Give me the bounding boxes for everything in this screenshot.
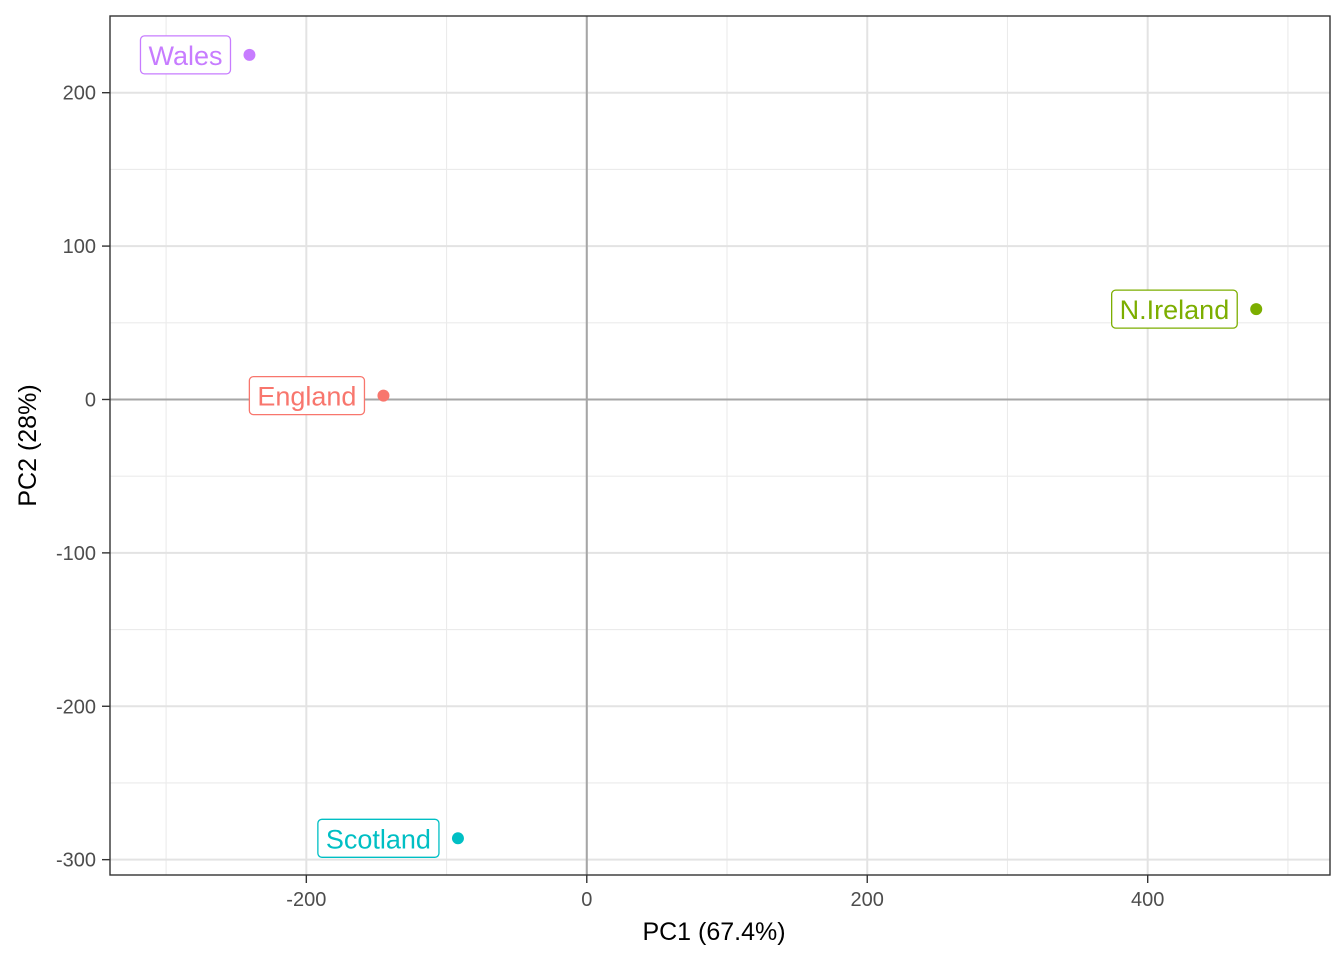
label-box-border [317,818,440,858]
point-labels: England N.Ireland Scotland Wales [139,35,1238,858]
y-tick-label: -200 [56,696,96,718]
y-tick-label: 0 [85,389,96,411]
label-box-border [1111,289,1238,329]
y-tick-label: -100 [56,543,96,565]
label-box-border [139,35,232,75]
major-gridlines [110,16,1330,875]
y-axis-title: PC2 (28%) [14,384,42,506]
point-n-ireland [1250,303,1263,316]
y-axis-ticks: -300 -200 -100 0 100 200 [56,83,110,872]
point-england [377,389,390,402]
point-label-box: Scotland [317,818,440,858]
x-axis-ticks: -200 0 200 400 [286,875,1164,911]
y-tick-label: 200 [63,83,96,105]
x-tick-label: 0 [581,889,592,911]
x-tick-label: 200 [851,889,884,911]
x-tick-label: 400 [1131,889,1164,911]
point-label-box: England [248,375,366,416]
point-wales [243,48,256,61]
y-tick-label: -300 [56,850,96,872]
y-tick-label: 100 [63,236,96,258]
x-tick-label: -200 [286,889,326,911]
label-box-border [248,375,366,416]
point-label-box: Wales [139,35,232,75]
point-label: Scotland [326,824,431,854]
point-label-box: N.Ireland [1111,289,1238,329]
point-scotland [451,832,464,845]
x-axis-title: PC1 (67.4%) [642,918,785,946]
data-points [243,48,1263,845]
point-label: England [257,382,356,412]
point-label: N.Ireland [1120,295,1230,325]
panel-border [109,15,1331,876]
point-label: Wales [148,41,222,71]
